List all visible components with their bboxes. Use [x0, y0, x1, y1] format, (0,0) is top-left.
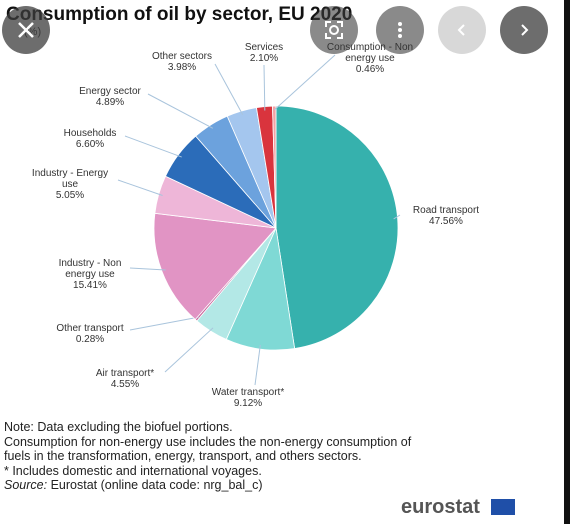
- previous-icon: [457, 24, 465, 36]
- slice-label: Services 2.10%: [234, 42, 294, 64]
- slice-label: Consumption - Non energy use 0.46%: [320, 42, 420, 75]
- leader-line: [273, 54, 336, 111]
- logo: eurostat: [401, 496, 480, 518]
- slice-label: Other transport 0.28%: [45, 323, 135, 345]
- lens-button[interactable]: [310, 6, 358, 54]
- leader-line: [129, 316, 199, 331]
- slice-label: Energy sector 4.89%: [70, 86, 150, 108]
- slice-name: Other sectors: [151, 51, 213, 62]
- source-text: Eurostat (online data code: nrg_bal_c): [47, 478, 263, 492]
- leader-line: [117, 179, 163, 196]
- slice-name: Industry - Non energy use: [58, 258, 122, 280]
- lens-icon: [325, 21, 343, 39]
- slice-label: Industry - Energy use 5.05%: [25, 168, 115, 201]
- note: Consumption for non-energy use includes …: [4, 434, 412, 464]
- slice-label: Water transport* 9.12%: [203, 387, 293, 409]
- next-icon: [521, 24, 529, 36]
- slice-name: Services: [244, 42, 284, 53]
- slice-name: Consumption - Non energy use: [326, 42, 414, 64]
- slice-value: 4.55%: [110, 379, 140, 390]
- close-icon: [18, 22, 34, 38]
- slice-name: Road transport: [412, 205, 480, 216]
- slice-name: Air transport*: [95, 368, 155, 379]
- slice-value: 47.56%: [429, 216, 463, 227]
- slice-name: Industry - Energy use: [31, 168, 109, 190]
- leader-line: [147, 93, 214, 129]
- leader-line: [393, 214, 401, 220]
- eu-flag: [491, 499, 515, 515]
- leader-line: [263, 64, 266, 111]
- slice-label: Air transport* 4.55%: [85, 368, 165, 390]
- slice-name: Households: [63, 128, 117, 139]
- leader-line: [254, 344, 261, 386]
- note: Note: Data excluding the biofuel portion…: [4, 420, 233, 434]
- close-button[interactable]: [2, 6, 50, 54]
- chart-title: Consumption of oil by sector, EU 2020: [6, 4, 353, 25]
- slice-value: 6.60%: [75, 139, 105, 150]
- next-button[interactable]: [500, 6, 548, 54]
- previous-button[interactable]: [438, 6, 486, 54]
- slice-value: 0.28%: [75, 334, 105, 345]
- slice-value: 5.05%: [55, 190, 85, 201]
- pie-slice: [275, 105, 399, 350]
- source: Source: Eurostat (online data code: nrg_…: [4, 478, 424, 493]
- slice-value: 15.41%: [73, 280, 107, 291]
- slice-value: 2.10%: [249, 53, 279, 64]
- more-button[interactable]: [376, 6, 424, 54]
- leader-line: [124, 135, 182, 158]
- slice-value: 3.98%: [167, 62, 197, 73]
- pie-slice: [153, 212, 277, 321]
- leader-line: [164, 327, 214, 373]
- source-label: Source:: [4, 478, 48, 492]
- slice-value: 0.46%: [355, 64, 385, 75]
- leader-line: [214, 63, 244, 116]
- slice-name: Water transport*: [211, 387, 285, 398]
- more-icon: [398, 22, 402, 38]
- pie-slice: [272, 105, 277, 229]
- slice-label: Other sectors 3.98%: [142, 51, 222, 73]
- slice-label: Industry - Non energy use 15.41%: [50, 258, 130, 291]
- slice-label: Households 6.60%: [55, 128, 125, 150]
- slice-value: 4.89%: [95, 97, 125, 108]
- slice-value: 9.12%: [233, 398, 263, 409]
- slice-name: Energy sector: [79, 86, 141, 97]
- slice-label: Road transport 47.56%: [401, 205, 491, 227]
- notes: Note: Data excluding the biofuel portion…: [4, 420, 424, 493]
- note: * Includes domestic and international vo…: [4, 463, 262, 478]
- leader-line: [129, 267, 166, 271]
- slice-name: Other transport: [56, 323, 124, 334]
